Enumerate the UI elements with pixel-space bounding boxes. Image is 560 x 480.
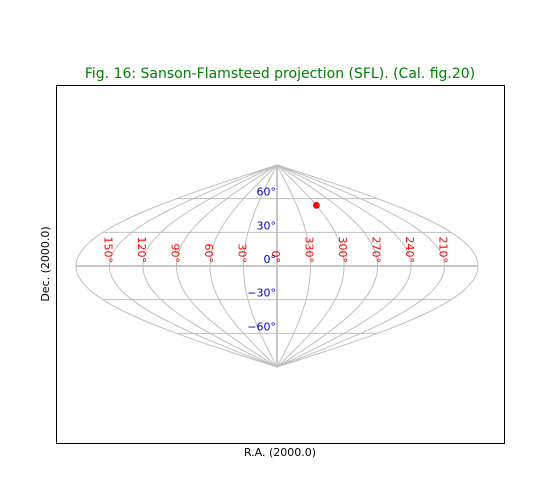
dec-tick-label: 60° [257, 186, 277, 199]
markers [312, 202, 320, 209]
ra-tick-label: 330° [303, 237, 316, 264]
ra-tick-label: 240° [403, 237, 416, 264]
x-axis-label: R.A. (2000.0) [244, 446, 316, 459]
ra-tick-labels: 150° 120° 90° 60° 30° 0° 330° 300° 270° 240° 210° [102, 237, 450, 264]
ra-tick-label: 150° [102, 237, 115, 264]
dec-tick-label: 0° [264, 253, 277, 266]
ra-tick-label: 60° [202, 244, 215, 264]
dec-tick-label: −30° [247, 287, 276, 300]
ra-tick-label: 120° [135, 237, 148, 264]
ra-tick-label: 30° [236, 244, 249, 264]
figure-title: Fig. 16: Sanson-Flamsteed projection (SF… [85, 66, 475, 82]
dec-tick-label: −60° [247, 320, 276, 333]
ra-tick-label: 0° [269, 251, 282, 264]
graticule [75, 164, 479, 368]
ra-tick-label: 90° [169, 244, 182, 264]
dec-tick-labels: 60° 30° 0° −30° −60° [247, 186, 276, 334]
source-marker [312, 202, 320, 209]
ra-tick-label: 210° [437, 237, 450, 264]
ra-tick-label: 270° [370, 237, 383, 264]
plot-frame [56, 85, 505, 444]
dec-tick-label: 30° [257, 219, 277, 232]
y-axis-label: Dec. (2000.0) [39, 226, 52, 301]
ra-tick-label: 300° [336, 237, 349, 264]
